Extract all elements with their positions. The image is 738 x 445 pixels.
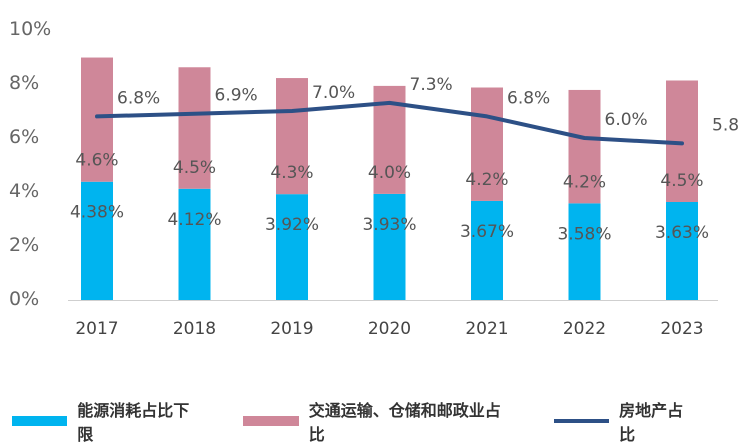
bar-energy xyxy=(178,188,211,300)
legend-swatch-energy xyxy=(12,416,68,426)
data-label-energy: 3.67% xyxy=(460,222,514,242)
data-label-transport: 4.3% xyxy=(270,163,313,183)
y-tick-label: 10% xyxy=(9,18,51,40)
data-label-realestate: 6.8% xyxy=(117,88,160,108)
y-tick-label: 0% xyxy=(9,288,39,310)
bar-transport xyxy=(471,87,503,201)
y-tick-label: 2% xyxy=(9,234,39,256)
data-label-realestate: 7.3% xyxy=(410,75,453,95)
y-tick-label: 6% xyxy=(9,126,39,148)
legend-label-transport: 交通运输、仓储和邮政业占比 xyxy=(308,401,501,444)
bar-energy xyxy=(568,203,601,300)
x-tick-label: 2021 xyxy=(465,319,508,339)
data-label-energy: 3.63% xyxy=(655,223,709,243)
data-label-transport: 4.2% xyxy=(465,170,508,190)
bar-transport xyxy=(81,57,113,182)
x-tick-label: 2017 xyxy=(75,319,118,339)
data-label-realestate: 7.0% xyxy=(312,83,355,103)
bar-transport xyxy=(178,67,211,189)
data-label-energy: 4.38% xyxy=(70,203,124,223)
data-label-energy: 4.12% xyxy=(167,210,221,230)
chart: 0% 2% 4% 6% 8% 10% 2017 2018 2019 2020 2021 2022 202… xyxy=(9,18,738,339)
x-tick-label: 2023 xyxy=(660,319,703,339)
y-tick-label: 4% xyxy=(9,180,39,202)
x-tick-label: 2019 xyxy=(270,319,313,339)
data-label-realestate: 5.8% xyxy=(712,115,738,135)
x-tick-label: 2018 xyxy=(173,319,216,339)
bar-energy xyxy=(81,181,113,300)
data-label-transport: 4.0% xyxy=(368,163,411,183)
x-tick-label: 2020 xyxy=(368,319,411,339)
bars xyxy=(81,57,698,300)
bar-energy xyxy=(276,194,308,300)
y-tick-label: 8% xyxy=(9,72,39,94)
legend-label-energy: 能源消耗占比下限 xyxy=(77,401,190,444)
line-realestate xyxy=(95,100,684,146)
x-tick-label: 2022 xyxy=(563,319,606,339)
bar-energy xyxy=(666,201,698,300)
bar-energy xyxy=(471,200,503,300)
data-label-transport: 4.5% xyxy=(660,171,703,191)
data-label-transport: 4.5% xyxy=(173,158,216,178)
data-labels: 4.38% 4.6% 6.8% 4.12% 4.5% 6.9% 3.92% 4.3% 7.0% 3… xyxy=(70,75,738,244)
legend-item-transport: 交通运输、仓储和邮政业占比 xyxy=(243,397,513,445)
legend-swatch-realestate xyxy=(553,419,610,423)
data-label-energy: 3.58% xyxy=(557,224,611,244)
data-label-realestate: 6.8% xyxy=(507,88,550,108)
legend-swatch-transport xyxy=(243,416,299,426)
data-label-realestate: 6.0% xyxy=(605,110,648,130)
line-series xyxy=(95,100,684,146)
data-label-transport: 4.6% xyxy=(75,151,118,171)
bar-transport xyxy=(568,89,601,204)
legend-label-realestate: 房地产占比 xyxy=(619,401,684,444)
data-label-energy: 3.93% xyxy=(362,215,416,235)
bar-transport xyxy=(276,78,308,195)
bar-energy xyxy=(373,193,406,300)
data-label-energy: 3.92% xyxy=(265,215,319,235)
data-label-transport: 4.2% xyxy=(563,172,606,192)
legend-item-energy: 能源消耗占比下限 xyxy=(12,397,203,445)
legend: 能源消耗占比下限 交通运输、仓储和邮政业占比 房地产占比 xyxy=(12,397,738,445)
data-label-realestate: 6.9% xyxy=(215,86,258,106)
legend-item-realestate: 房地产占比 xyxy=(553,397,698,445)
axes: 0% 2% 4% 6% 8% 10% 2017 2018 2019 2020 2021 2022 202… xyxy=(9,18,718,339)
